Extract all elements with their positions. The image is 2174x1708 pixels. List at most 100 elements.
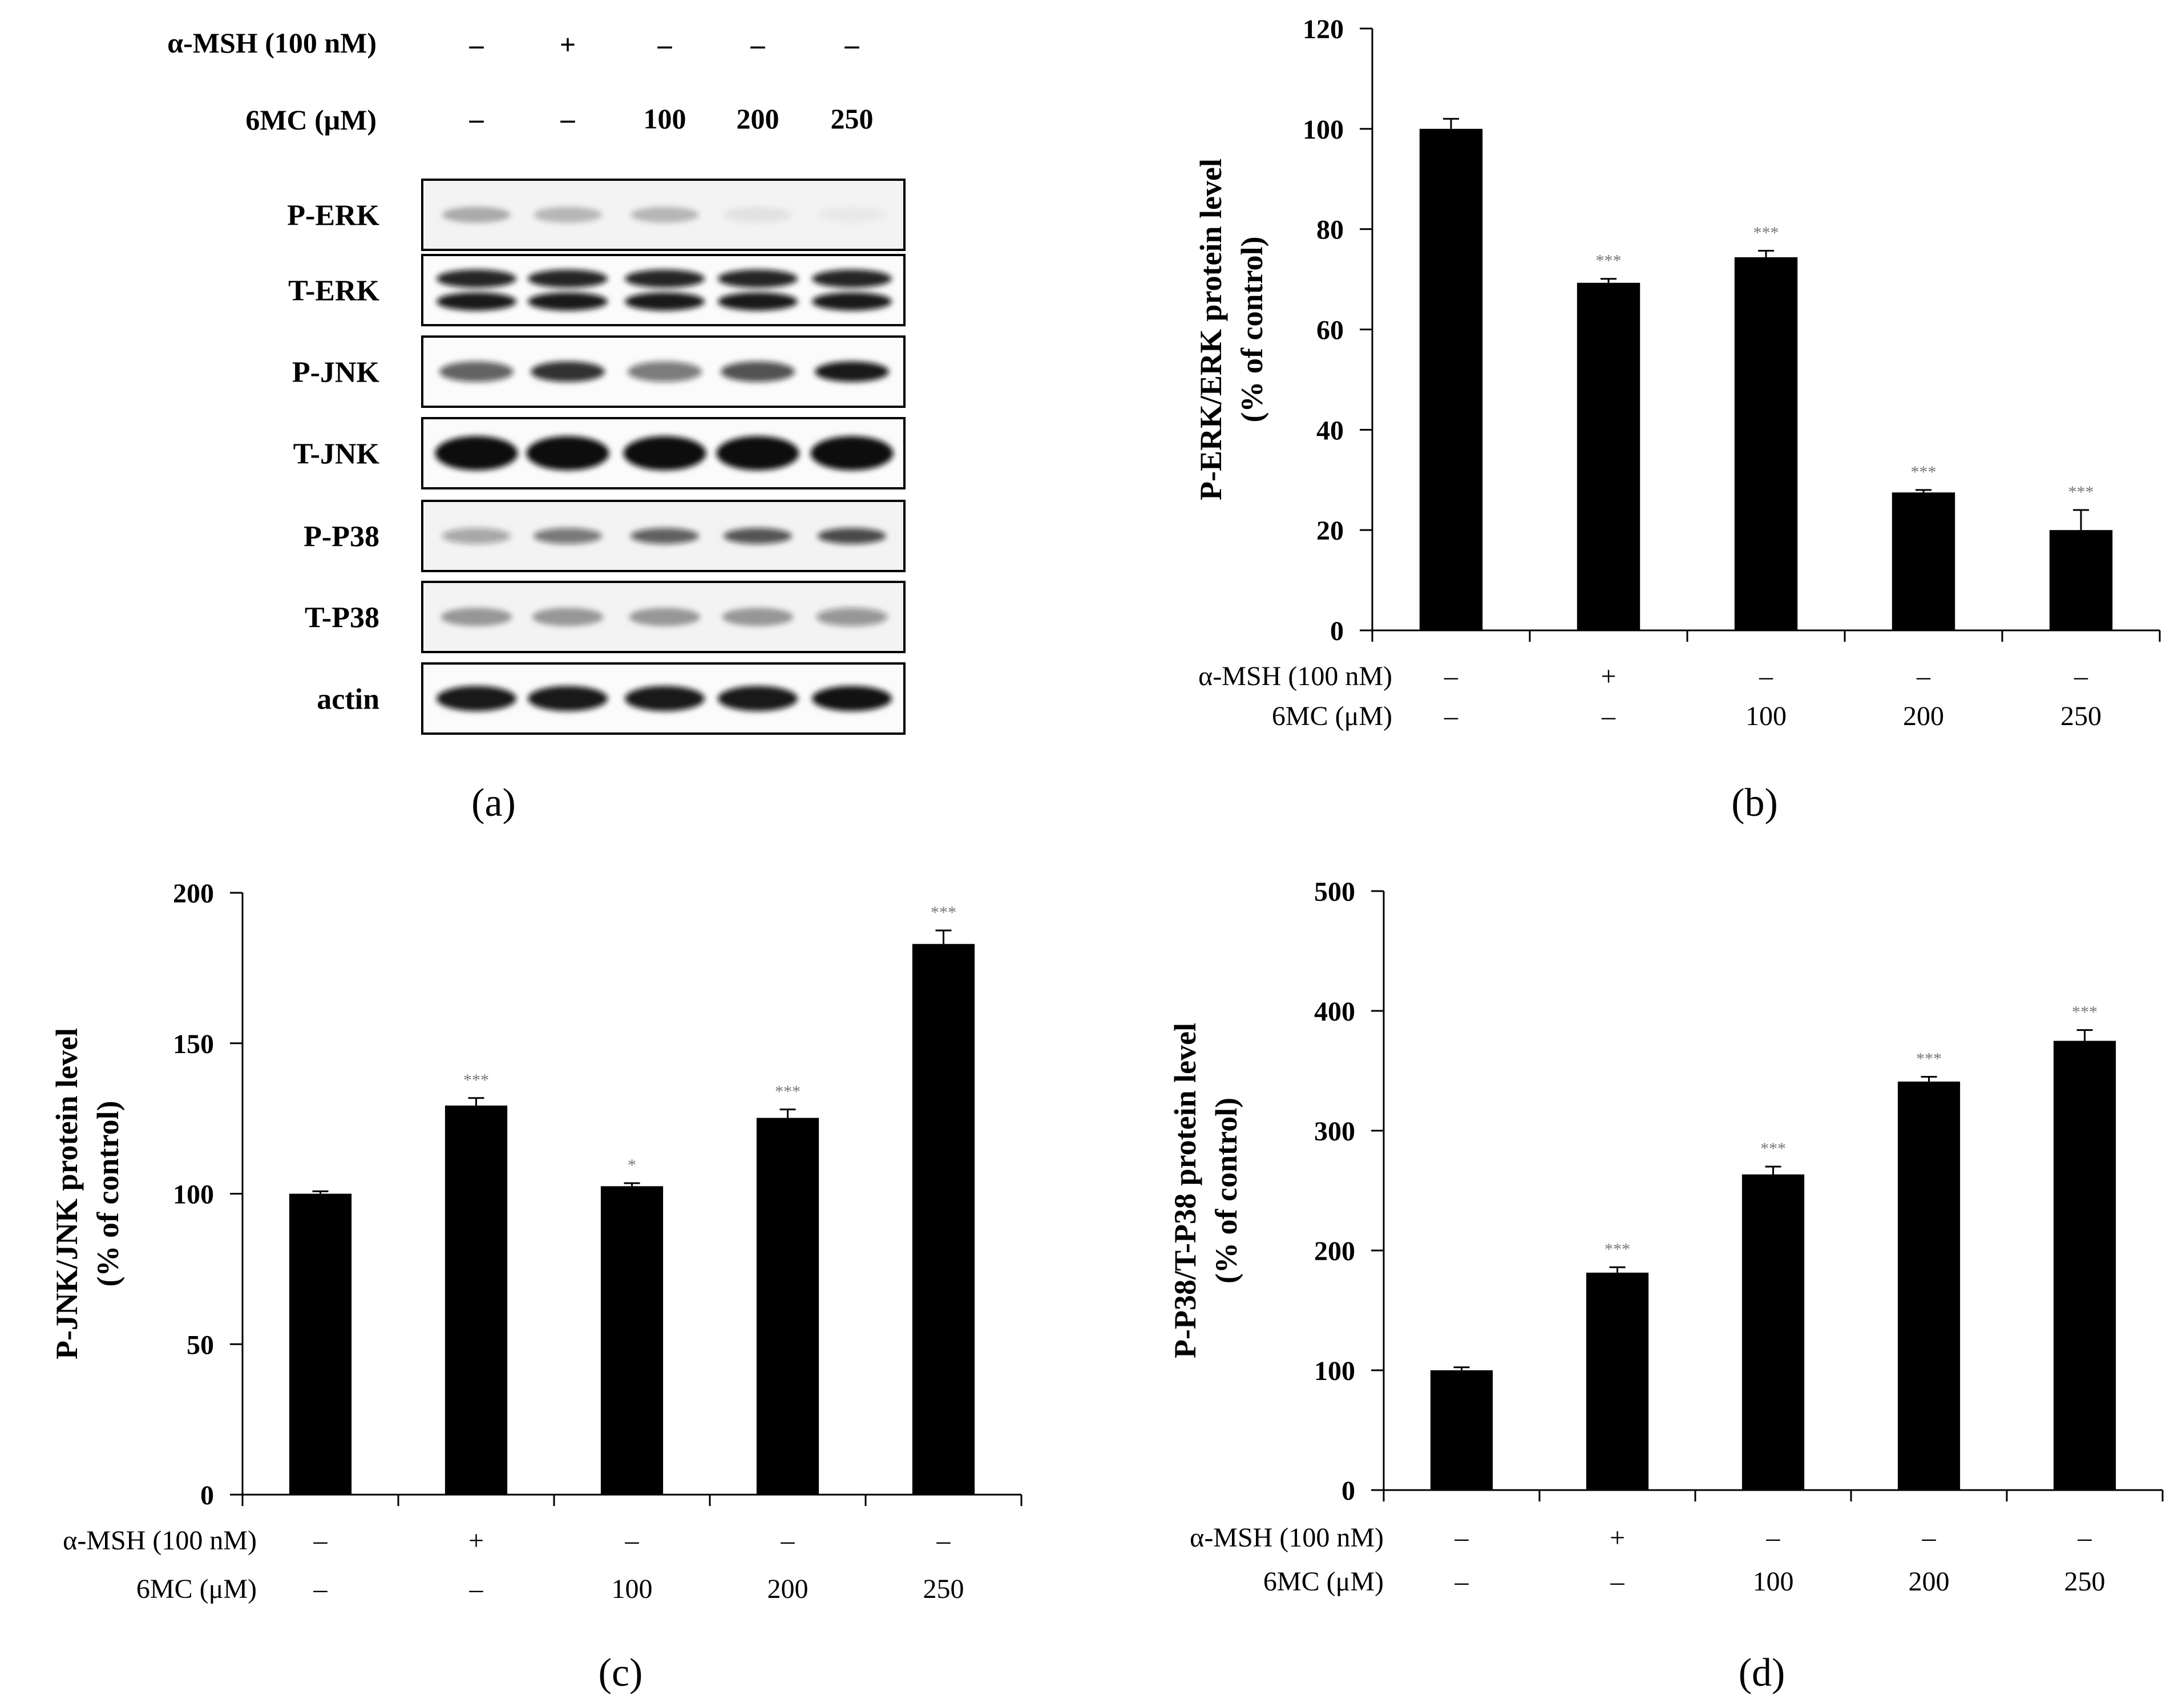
- blot-band: [531, 361, 605, 382]
- condition-msh-value: +: [468, 1525, 484, 1556]
- condition-mc-value: 100: [612, 1574, 653, 1604]
- blot-band: [437, 292, 516, 311]
- blot-row: actin: [317, 662, 906, 735]
- bar: [289, 1193, 352, 1495]
- panel-a-msh-value: +: [560, 29, 576, 60]
- significance-mark: ***: [1753, 223, 1779, 242]
- bar: [445, 1105, 508, 1495]
- blot-band: [812, 686, 892, 711]
- y-axis-label: P-ERK/ERK protein level (% of control): [1194, 159, 1269, 500]
- panel-a-condition-values: – + – – – – – 100 200 250: [469, 29, 874, 135]
- bar: [1577, 282, 1640, 630]
- blot-band: [442, 207, 511, 223]
- y-tick-label: 500: [1314, 877, 1355, 907]
- condition-mc-value: –: [1444, 701, 1458, 731]
- y-tick-label: 80: [1316, 215, 1344, 245]
- panel-a-msh-value: –: [469, 29, 484, 60]
- bar: [756, 1118, 819, 1495]
- condition-msh-label: α-MSH (100 nM): [1190, 1523, 1384, 1553]
- condition-mc-value: –: [1454, 1567, 1469, 1597]
- condition-msh-value: –: [313, 1525, 328, 1556]
- condition-mc-value: 100: [1745, 701, 1787, 731]
- y-axis-label-line2: (% of control): [1209, 1098, 1243, 1284]
- blot-band: [721, 361, 795, 382]
- condition-msh-value: –: [1922, 1523, 1937, 1553]
- blot-band: [818, 207, 886, 223]
- panel-a-blots: P-ERK T-ERK P-JNK T-JNK P-P38 T-P38 actin: [287, 179, 906, 735]
- y-axis-label-line1: P-P38/T-P38 protein level: [1168, 1023, 1202, 1358]
- blot-band: [818, 528, 886, 544]
- condition-mc-value: 250: [2060, 701, 2102, 731]
- condition-mc-value: 200: [1909, 1567, 1950, 1597]
- blot-band: [631, 207, 699, 223]
- panel-a-msh-value: –: [657, 29, 673, 60]
- significance-mark: ***: [1760, 1139, 1786, 1158]
- condition-msh-value: +: [1601, 661, 1616, 691]
- condition-mc-value: 100: [1753, 1567, 1794, 1597]
- blot-row: T-JNK: [293, 417, 906, 489]
- bar: [1430, 1370, 1493, 1490]
- condition-msh-label: α-MSH (100 nM): [1198, 661, 1392, 691]
- blot-band: [526, 436, 609, 471]
- y-tick-label: 0: [1330, 616, 1344, 646]
- blot-band: [628, 361, 702, 382]
- blot-band: [724, 528, 792, 544]
- significance-mark: ***: [1596, 252, 1622, 270]
- blot-band: [722, 608, 794, 626]
- condition-msh-value: –: [1444, 661, 1458, 691]
- significance-mark: ***: [2072, 1003, 2098, 1022]
- condition-msh-label: α-MSH (100 nM): [63, 1525, 257, 1556]
- blot-label: P-ERK: [287, 200, 379, 232]
- condition-msh-value: –: [2078, 1523, 2092, 1553]
- condition-mc-value: 200: [1903, 701, 1944, 731]
- bar: [1586, 1272, 1649, 1490]
- blot-label: T-ERK: [288, 275, 379, 307]
- condition-msh-value: –: [1916, 661, 1931, 691]
- condition-mc-label: 6MC (μM): [1272, 701, 1392, 731]
- blot-band: [724, 207, 792, 223]
- y-tick-label: 400: [1314, 997, 1355, 1027]
- y-axis-label-line1: P-JNK/JNK protein level: [50, 1028, 84, 1359]
- blot-band: [718, 292, 798, 311]
- condition-msh-value: –: [936, 1525, 951, 1556]
- significance-mark: ***: [931, 903, 956, 922]
- blot-row: T-ERK: [288, 254, 906, 326]
- blot-band: [718, 269, 798, 288]
- y-axis-label-line1: P-ERK/ERK protein level: [1194, 159, 1228, 500]
- y-tick-label: 200: [173, 879, 214, 909]
- blot-label: T-JNK: [293, 438, 380, 471]
- significance-mark: *: [628, 1156, 636, 1175]
- panel-a-msh-value: –: [844, 29, 860, 60]
- blot-band: [810, 436, 894, 471]
- blot-band: [437, 686, 516, 711]
- significance-mark: ***: [775, 1082, 801, 1101]
- blot-band: [528, 686, 608, 711]
- panel-a: α-MSH (100 nM) 6MC (μM) – + – – – – – 100 200 250…: [167, 27, 906, 825]
- panel-a-msh-value: –: [750, 29, 766, 60]
- panel-a-mc-value: –: [560, 103, 576, 135]
- blot-row: P-ERK: [287, 179, 906, 251]
- condition-msh-value: –: [1454, 1523, 1469, 1553]
- blot-band: [439, 361, 514, 382]
- y-tick-label: 40: [1316, 415, 1344, 446]
- panel-a-mc-value: 250: [831, 103, 874, 135]
- y-tick-label: 100: [1314, 1356, 1355, 1386]
- y-tick-label: 50: [187, 1330, 214, 1360]
- panel-a-mc-value: –: [469, 103, 484, 135]
- blot-band: [528, 292, 608, 311]
- y-axis-label-line2: (% of control): [91, 1101, 125, 1287]
- blot-band: [534, 528, 602, 544]
- blot-band: [532, 608, 604, 626]
- blot-band: [625, 686, 705, 711]
- y-tick-label: 100: [1303, 115, 1344, 145]
- blot-band: [528, 269, 608, 288]
- blot-band: [437, 269, 516, 288]
- blot-band: [625, 292, 705, 311]
- blot-frame: [421, 254, 906, 326]
- condition-mc-value: 250: [923, 1574, 964, 1604]
- y-tick-label: 120: [1303, 14, 1344, 44]
- blot-row: P-P38: [304, 500, 906, 572]
- blot-band: [629, 608, 701, 626]
- condition-mc-value: –: [1610, 1567, 1625, 1597]
